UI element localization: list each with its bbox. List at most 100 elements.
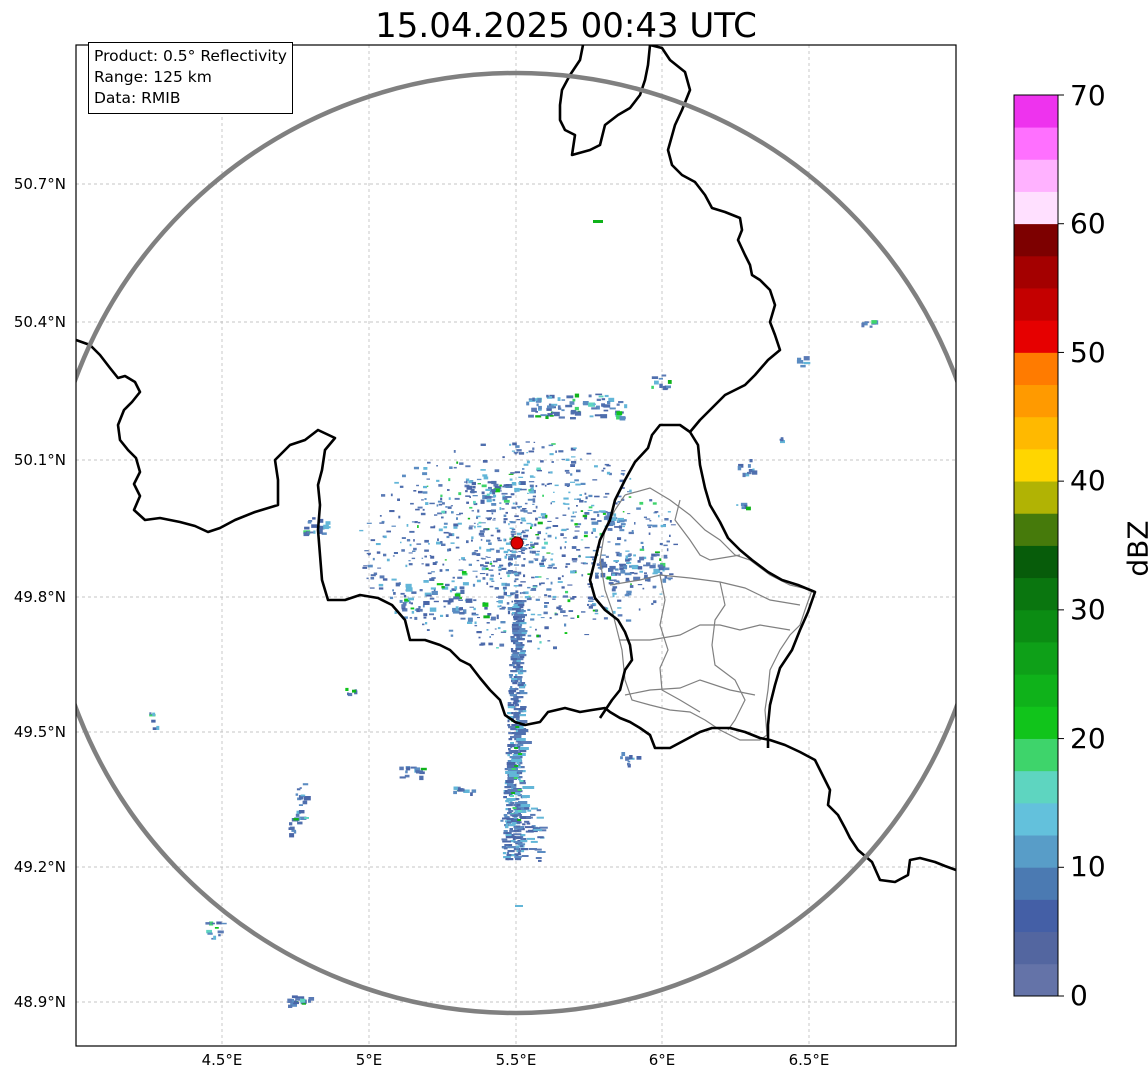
echo-cell: [530, 618, 535, 621]
echo-cell: [629, 755, 633, 759]
echo-cell: [401, 549, 405, 552]
lon-tick-label: 5.5°E: [495, 1051, 537, 1069]
echo-cell: [516, 604, 525, 607]
echo-cell: [483, 528, 489, 531]
echo-cell: [652, 585, 656, 589]
echo-cell: [299, 816, 307, 820]
echo-cell: [507, 789, 519, 792]
echo-cell: [453, 526, 458, 529]
colorbar-tick-label: 20: [1070, 722, 1106, 755]
echo-cell: [486, 573, 489, 576]
echo-cell: [473, 599, 477, 602]
echo-cell: [510, 658, 517, 661]
echo-cell: [508, 732, 512, 735]
echo-cell: [542, 555, 545, 559]
echo-cell: [423, 616, 427, 619]
echo-cell: [519, 632, 527, 635]
echo-cell: [480, 564, 484, 567]
echo-cell: [524, 545, 528, 547]
echo-cell: [619, 564, 626, 567]
echo-cell: [526, 544, 530, 546]
echo-cell: [513, 826, 517, 829]
echo-cell: [742, 472, 746, 478]
echo-cell: [547, 534, 552, 538]
echo-cell: [587, 509, 593, 511]
echo-cell: [379, 575, 385, 579]
echo-cell: [623, 519, 627, 522]
echo-cell: [458, 559, 461, 561]
echo-cell: [517, 810, 522, 812]
echo-cell: [287, 998, 292, 1003]
echo-cell: [530, 546, 535, 549]
echo-cell: [427, 572, 432, 575]
echo-cell: [647, 524, 653, 527]
echo-cell: [518, 654, 527, 657]
echo-cell: [527, 512, 533, 514]
echo-cell: [483, 615, 490, 619]
echo-cell: [510, 750, 519, 753]
echo-cell: [530, 813, 536, 816]
echo-cell: [297, 821, 303, 825]
map-title: 15.04.2025 00:43 UTC: [375, 6, 757, 46]
echo-cell: [564, 541, 567, 543]
echo-cell: [535, 485, 538, 488]
reflectivity-echoes: [149, 220, 879, 1008]
echo-cell: [598, 510, 606, 513]
echo-cell: [493, 488, 500, 493]
echo-cell: [487, 613, 492, 616]
echo-cell: [517, 571, 522, 575]
echo-cell: [520, 840, 528, 843]
lat-tick-label: 48.9°N: [13, 993, 66, 1011]
echo-cell: [370, 574, 376, 577]
echo-cell: [603, 607, 608, 610]
echo-cell: [298, 795, 303, 800]
echo-cell: [509, 828, 513, 831]
echo-cell: [505, 824, 509, 827]
echo-cell: [469, 606, 474, 608]
echo-cell: [366, 522, 372, 524]
radar-site-marker: [510, 536, 524, 550]
echo-cell: [565, 458, 570, 461]
echo-cell: [663, 544, 668, 547]
echo-cell: [476, 516, 479, 519]
echo-cell: [308, 999, 311, 1003]
echo-cell: [540, 617, 545, 619]
echo-cell: [513, 804, 517, 807]
echo-cell: [606, 464, 611, 467]
colorbar-segment: [1014, 609, 1058, 643]
echo-cell: [523, 538, 528, 541]
echo-cell: [474, 625, 478, 627]
echo-cell: [510, 674, 513, 677]
echo-cell: [524, 596, 529, 599]
echo-cell: [506, 844, 510, 847]
echo-cell: [570, 570, 576, 574]
echo-cell: [498, 595, 504, 599]
echo-cell: [507, 712, 512, 715]
echo-cell: [517, 620, 525, 623]
echo-cell: [487, 481, 492, 484]
echo-cell: [465, 478, 470, 481]
echo-cell: [489, 548, 495, 551]
echo-cell: [364, 550, 369, 552]
echo-cell: [574, 523, 578, 526]
colorbar-segment: [1014, 255, 1058, 289]
echo-cell: [519, 614, 527, 617]
graticule: [76, 45, 956, 1046]
echo-cell: [517, 628, 526, 631]
echo-cell: [308, 997, 315, 1001]
colorbar-segment: [1014, 674, 1058, 707]
echo-cell: [516, 676, 523, 679]
echo-cell: [502, 606, 505, 609]
echo-cell: [505, 858, 509, 861]
echo-cell: [511, 482, 517, 486]
echo-cell: [510, 786, 517, 789]
echo-cell: [293, 818, 299, 821]
echo-cell: [438, 528, 443, 532]
echo-cell: [511, 534, 515, 538]
echo-cell: [592, 603, 596, 605]
echo-cell: [504, 538, 507, 542]
echo-cell: [524, 529, 529, 532]
echo-cell: [512, 628, 519, 631]
echo-cell: [473, 607, 476, 611]
echo-cell: [517, 742, 522, 745]
